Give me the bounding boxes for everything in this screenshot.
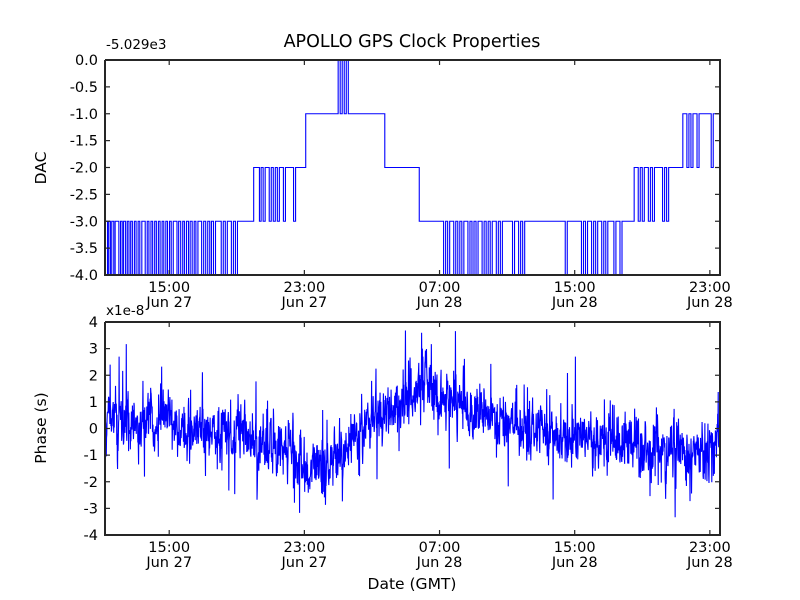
svg-text:Jun 28: Jun 28 xyxy=(551,295,598,311)
svg-text:15:00: 15:00 xyxy=(554,540,596,556)
svg-text:15:00: 15:00 xyxy=(554,280,596,296)
svg-text:-1.0: -1.0 xyxy=(70,107,98,123)
dac-y-tick-labels: 0.0 -0.5 -1.0 -1.5 -2.0 -2.5 -3.0 -3.5 -4.0 xyxy=(70,53,98,284)
svg-text:15:00: 15:00 xyxy=(148,280,190,296)
svg-text:23:00: 23:00 xyxy=(689,540,731,556)
svg-text:-3: -3 xyxy=(84,501,98,517)
svg-text:-0.5: -0.5 xyxy=(70,80,98,96)
svg-text:Jun 28: Jun 28 xyxy=(686,555,733,571)
svg-text:-1: -1 xyxy=(84,448,98,464)
phase-y-offset-text: x1e-8 xyxy=(106,303,144,319)
svg-text:23:00: 23:00 xyxy=(283,280,325,296)
svg-text:Jun 28: Jun 28 xyxy=(686,295,733,311)
svg-text:-4.0: -4.0 xyxy=(70,268,98,284)
svg-text:23:00: 23:00 xyxy=(283,540,325,556)
dac-data-line xyxy=(105,59,720,276)
svg-text:Jun 27: Jun 27 xyxy=(145,555,192,571)
chart-title: APOLLO GPS Clock Properties xyxy=(284,32,541,52)
svg-text:-2.5: -2.5 xyxy=(70,187,98,203)
dac-y-offset-text: -5.029e3 xyxy=(106,37,166,53)
svg-text:Jun 27: Jun 27 xyxy=(281,295,328,311)
svg-text:Jun 27: Jun 27 xyxy=(281,555,328,571)
svg-text:-3.0: -3.0 xyxy=(70,214,98,230)
svg-text:07:00: 07:00 xyxy=(419,280,461,296)
phase-x-axis-label: Date (GMT) xyxy=(368,575,457,593)
svg-text:0: 0 xyxy=(89,422,98,438)
phase-axes-frame xyxy=(104,321,721,536)
phase-y-axis-label: Phase (s) xyxy=(32,392,50,463)
svg-text:1: 1 xyxy=(89,395,98,411)
svg-text:-1.5: -1.5 xyxy=(70,134,98,150)
svg-text:Jun 28: Jun 28 xyxy=(551,555,598,571)
svg-text:23:00: 23:00 xyxy=(689,280,731,296)
svg-text:-4: -4 xyxy=(84,528,98,544)
svg-text:Jun 27: Jun 27 xyxy=(145,295,192,311)
phase-data-line xyxy=(105,330,720,518)
svg-text:2: 2 xyxy=(89,368,98,384)
svg-text:Jun 28: Jun 28 xyxy=(416,295,463,311)
dac-y-axis-label: DAC xyxy=(32,152,50,185)
svg-text:4: 4 xyxy=(89,315,98,331)
svg-text:3: 3 xyxy=(89,342,98,358)
svg-text:Jun 28: Jun 28 xyxy=(416,555,463,571)
dac-axes-frame xyxy=(104,59,721,276)
svg-text:-3.5: -3.5 xyxy=(70,241,98,257)
svg-text:-2: -2 xyxy=(84,475,98,491)
phase-y-tick-labels: 4 3 2 1 0 -1 -2 -3 -4 xyxy=(84,315,98,544)
svg-text:15:00: 15:00 xyxy=(148,540,190,556)
svg-text:0.0: 0.0 xyxy=(75,53,98,69)
svg-text:07:00: 07:00 xyxy=(419,540,461,556)
svg-text:-2.0: -2.0 xyxy=(70,161,98,177)
